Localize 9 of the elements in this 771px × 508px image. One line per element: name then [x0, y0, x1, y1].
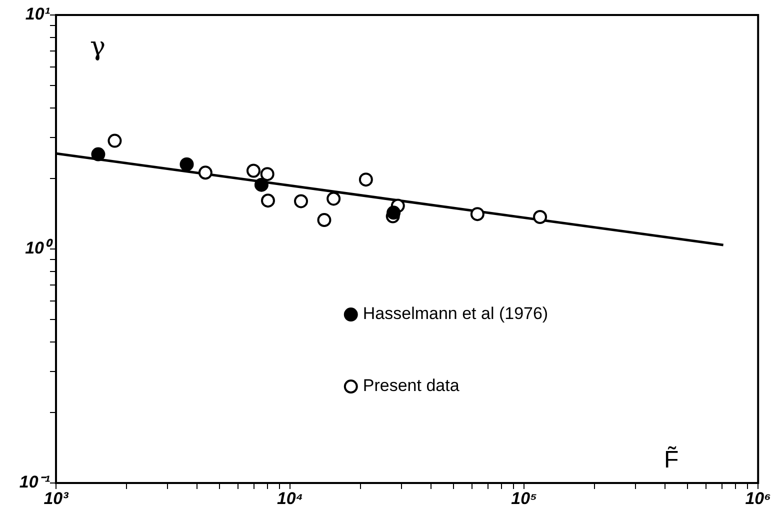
legend-label: Present data — [362, 376, 460, 396]
y-tick-label: 10⁰ — [25, 238, 54, 258]
x-axis-title: F̃ — [664, 446, 679, 474]
legend-label: Hasselmann et al (1976) — [362, 304, 548, 324]
x-tick-label: 10⁵ — [511, 488, 538, 508]
y-tick-label: 10¹ — [25, 4, 50, 24]
x-tick-label: 10⁶ — [745, 488, 771, 508]
x-tick-label: 10⁴ — [276, 488, 304, 508]
y-axis-title: γ — [90, 32, 106, 62]
